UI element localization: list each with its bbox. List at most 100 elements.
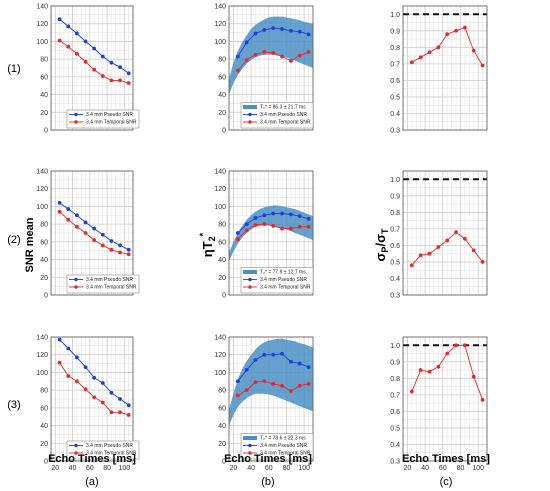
x-tick-label: 60 bbox=[439, 465, 447, 472]
t2star-band bbox=[229, 338, 313, 426]
y-tick-label: 0.3 bbox=[390, 459, 400, 466]
x-tick-label: 80 bbox=[103, 465, 111, 472]
data-point bbox=[471, 374, 476, 379]
data-point bbox=[235, 237, 240, 242]
data-point bbox=[409, 263, 414, 268]
x-tick-label: 100 bbox=[298, 465, 310, 472]
data-point bbox=[126, 403, 131, 408]
panel-c2: 0.3 0.4 0.5 0.6 0.7 0.8 0.9 1.0 bbox=[390, 170, 488, 300]
data-point bbox=[280, 54, 284, 59]
y-tick-label: 0.6 bbox=[390, 243, 400, 250]
data-point bbox=[271, 51, 276, 55]
legend-marker bbox=[248, 277, 252, 282]
y-tick-label: 0.8 bbox=[390, 45, 400, 52]
data-point bbox=[244, 228, 249, 233]
data-point bbox=[109, 60, 114, 65]
legend-marker bbox=[248, 120, 252, 124]
x-tick-label: 20 bbox=[230, 465, 238, 472]
data-point bbox=[262, 379, 267, 384]
legend-marker bbox=[74, 277, 78, 282]
data-point bbox=[66, 217, 71, 222]
y-tick-label: 140 bbox=[36, 335, 48, 342]
x-tick-label: 80 bbox=[283, 465, 291, 472]
data-point bbox=[462, 343, 467, 348]
x-tick-label: 100 bbox=[119, 465, 131, 472]
y-tick-label: 80 bbox=[218, 57, 226, 64]
y-tick-label: 0 bbox=[222, 293, 226, 300]
data-point bbox=[83, 231, 88, 235]
plot-frame bbox=[402, 170, 488, 296]
data-point bbox=[118, 78, 122, 83]
data-point bbox=[126, 71, 131, 76]
y-tick-label: 20 bbox=[40, 275, 48, 282]
data-point bbox=[235, 379, 240, 384]
y-tick-label: 0.4 bbox=[390, 276, 400, 283]
plot-frame bbox=[50, 336, 134, 462]
panel-c3: 0.3 0.4 0.5 0.6 0.7 0.8 0.9 1.0 20 40 60 80 100 bbox=[390, 336, 488, 472]
y-tick-label: 100 bbox=[36, 370, 48, 377]
data-point bbox=[253, 223, 258, 227]
y-tick-label: 100 bbox=[214, 39, 226, 46]
legend-label: 3.4 mm Pseudo SNR bbox=[260, 277, 307, 283]
legend-label: 3.4 mm Temporal SNR bbox=[86, 285, 137, 291]
data-point bbox=[109, 390, 114, 395]
data-point bbox=[297, 224, 302, 229]
data-point bbox=[480, 260, 485, 264]
data-point bbox=[57, 17, 62, 22]
legend: T₂* = 78.6 ± 22.3 ms3.4 mm Pseudo SNR 3.4… bbox=[240, 433, 314, 460]
data-point bbox=[66, 24, 71, 29]
legend-marker bbox=[74, 451, 78, 455]
data-point bbox=[280, 211, 284, 216]
y-tick-label: 60 bbox=[40, 405, 48, 412]
data-point bbox=[436, 45, 441, 50]
legend-band-swatch bbox=[243, 105, 257, 109]
data-point bbox=[409, 60, 414, 65]
data-point bbox=[418, 55, 423, 60]
y-tick-label: 1.0 bbox=[390, 343, 400, 350]
data-point bbox=[445, 32, 450, 37]
data-point bbox=[306, 216, 311, 221]
legend-marker bbox=[74, 285, 78, 289]
legend-label: 3.4 mm Pseudo SNR bbox=[86, 277, 133, 283]
plot-frame bbox=[50, 5, 134, 131]
legend: 3.4 mm Pseudo SNR 3.4 mm Temporal SNR bbox=[66, 274, 140, 294]
legend: T₂* = 86.3 ± 21.7 ms3.4 mm Pseudo SNR 3.4… bbox=[240, 102, 314, 129]
y-tick-label: 80 bbox=[218, 388, 226, 395]
y-tick-label: 140 bbox=[36, 169, 48, 176]
y-tick-label: 20 bbox=[218, 441, 226, 448]
data-point bbox=[74, 51, 79, 56]
data-point bbox=[83, 220, 88, 225]
legend-label: 3.4 mm Temporal SNR bbox=[86, 451, 137, 457]
data-point bbox=[280, 27, 284, 31]
legend-marker bbox=[248, 285, 252, 289]
data-point bbox=[92, 238, 97, 242]
y-tick-label: 120 bbox=[214, 186, 226, 193]
data-point bbox=[253, 31, 258, 36]
legend-band-swatch bbox=[243, 270, 257, 274]
y-tick-label: 0.5 bbox=[390, 425, 400, 432]
data-point bbox=[427, 251, 432, 256]
data-point bbox=[280, 351, 284, 356]
data-point bbox=[445, 351, 450, 356]
data-point bbox=[109, 247, 114, 252]
data-point bbox=[262, 222, 267, 227]
data-point bbox=[271, 382, 276, 386]
data-point bbox=[118, 397, 122, 401]
legend-marker bbox=[248, 451, 252, 455]
data-point bbox=[235, 54, 240, 59]
legend-label: 3.4 mm Temporal SNR bbox=[260, 120, 311, 126]
legend-marker bbox=[248, 443, 252, 448]
y-tick-label: 100 bbox=[214, 370, 226, 377]
data-point bbox=[418, 253, 423, 258]
data-point bbox=[57, 209, 62, 214]
data-point bbox=[57, 360, 62, 365]
legend: T₂* = 77.9 ± 12.7 ms3.4 mm Pseudo SNR 3.4… bbox=[240, 267, 314, 294]
y-tick-label: 20 bbox=[218, 275, 226, 282]
panel-c1: 0.3 0.4 0.5 0.6 0.7 0.8 0.9 1.0 bbox=[390, 5, 488, 135]
y-tick-label: 40 bbox=[40, 257, 48, 264]
data-point bbox=[244, 367, 249, 372]
y-tick-label: 40 bbox=[218, 92, 226, 99]
y-tick-label: 0.6 bbox=[390, 409, 400, 416]
